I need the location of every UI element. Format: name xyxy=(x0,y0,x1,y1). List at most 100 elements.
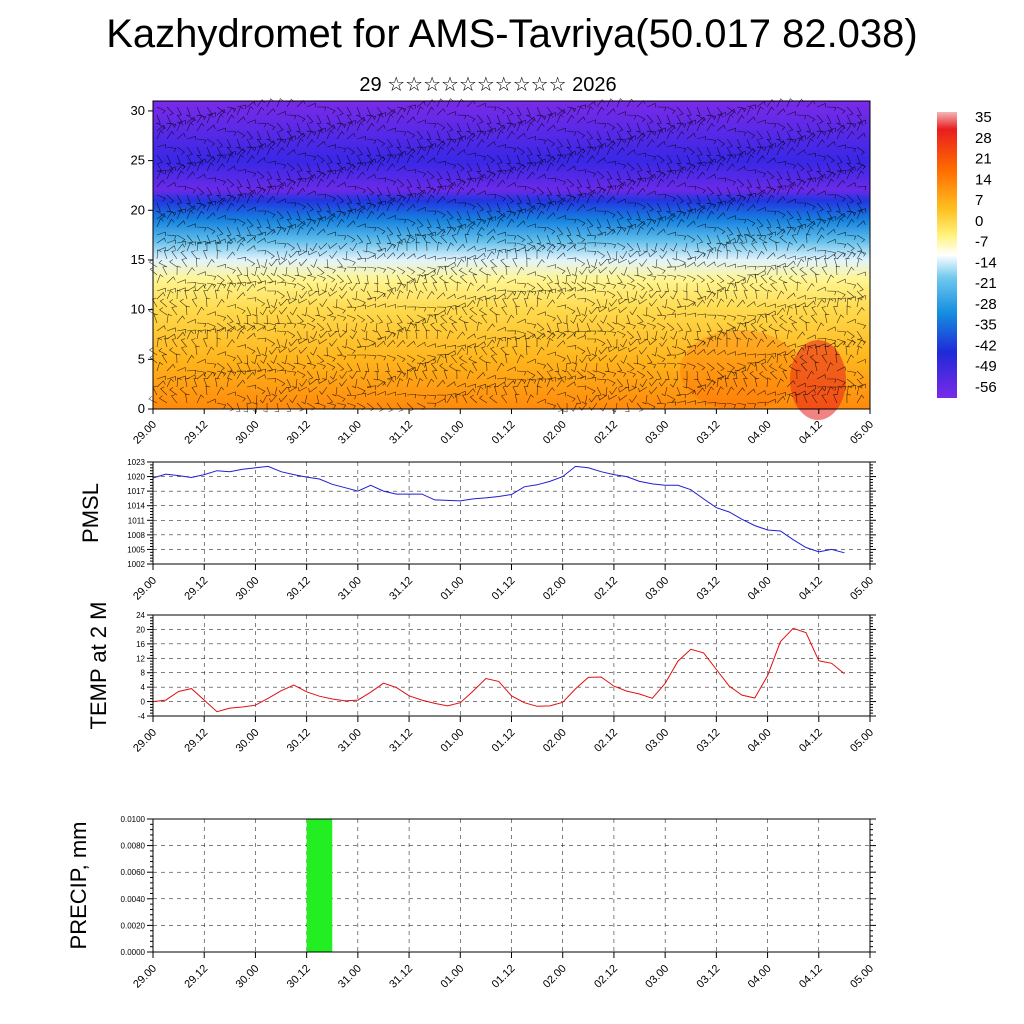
wind-barb xyxy=(256,346,261,356)
wind-barb xyxy=(275,314,280,325)
wind-barb xyxy=(416,218,424,228)
wind-barb xyxy=(636,362,646,370)
wind-barb xyxy=(169,299,178,308)
wind-barb xyxy=(306,130,317,136)
wind-barb xyxy=(746,193,757,198)
wind-barb xyxy=(856,234,866,243)
wind-barb xyxy=(156,213,166,220)
wind-barb xyxy=(406,104,417,109)
wind-barb xyxy=(386,252,396,260)
wind-barb xyxy=(526,333,536,340)
wind-barb xyxy=(236,194,244,204)
wind-barb xyxy=(626,223,636,229)
wind-barb xyxy=(206,114,214,124)
wind-barb xyxy=(786,255,796,260)
wind-barb xyxy=(259,306,268,316)
wind-barb xyxy=(636,152,647,158)
wind-barb xyxy=(856,146,865,155)
wind-barb xyxy=(526,370,536,379)
wind-barb xyxy=(796,114,807,120)
wind-barb xyxy=(236,242,244,252)
wind-barb xyxy=(796,179,805,188)
wind-barb xyxy=(396,402,403,412)
wind-barb xyxy=(426,314,434,324)
precip-bar xyxy=(306,819,333,952)
wind-barb xyxy=(776,265,781,276)
wind-barb xyxy=(351,322,358,333)
wind-barb xyxy=(186,162,195,172)
wind-barb xyxy=(181,258,188,268)
wind-barb xyxy=(456,186,465,196)
wind-barb xyxy=(746,178,753,188)
colorbar-label: 7 xyxy=(975,192,983,209)
wind-barb xyxy=(306,202,314,212)
wind-barb xyxy=(196,271,206,276)
wind-barb xyxy=(436,398,446,404)
wind-barb xyxy=(676,210,687,217)
wind-barb xyxy=(686,298,696,306)
wind-barb xyxy=(596,282,606,290)
wind-barb xyxy=(609,298,618,307)
wind-barb xyxy=(360,370,368,380)
x-tick-label: 01.12 xyxy=(490,727,518,755)
wind-barb xyxy=(466,333,476,340)
wind-barb xyxy=(436,185,447,190)
wind-barb xyxy=(786,226,797,232)
wind-barb xyxy=(676,312,687,318)
wind-barb xyxy=(166,162,174,172)
wind-barb xyxy=(726,197,736,204)
wind-barb xyxy=(496,338,504,348)
wind-barb xyxy=(786,147,795,156)
wind-barb xyxy=(196,394,205,404)
wind-barb xyxy=(376,200,387,206)
wind-barb xyxy=(236,146,246,155)
wind-barb xyxy=(406,194,414,204)
wind-barb xyxy=(456,347,465,356)
wind-barb xyxy=(506,162,514,172)
wind-barb xyxy=(556,266,566,275)
wind-barb xyxy=(385,274,390,285)
wind-barb xyxy=(766,146,774,156)
wind-barb xyxy=(266,210,276,218)
wind-barb xyxy=(326,179,336,188)
wind-barb xyxy=(148,347,158,356)
wind-barb xyxy=(526,271,536,276)
wind-barb xyxy=(556,354,566,362)
wind-barb xyxy=(646,154,657,161)
wind-barb xyxy=(216,178,227,186)
wind-barb xyxy=(648,338,658,346)
wind-barb xyxy=(546,243,556,252)
wind-barb xyxy=(236,394,246,402)
wind-barb xyxy=(816,337,827,343)
wind-barb xyxy=(556,370,563,380)
wind-barb xyxy=(286,226,294,236)
wind-barb xyxy=(856,295,866,300)
wind-barb xyxy=(186,329,197,334)
wind-barb xyxy=(756,250,765,260)
wind-barb xyxy=(626,226,634,236)
wind-barb xyxy=(676,194,684,204)
wind-barb xyxy=(336,194,345,204)
wind-barb xyxy=(256,322,266,330)
wind-barb xyxy=(421,234,428,244)
wind-barb xyxy=(556,127,566,133)
wind-barb xyxy=(159,298,168,308)
wind-barb xyxy=(464,233,470,244)
wind-barb xyxy=(486,202,492,212)
wind-barb xyxy=(456,344,467,349)
wind-barb xyxy=(416,378,424,388)
wind-barb xyxy=(626,122,632,132)
wind-barb xyxy=(286,330,296,339)
wind-barb xyxy=(670,242,678,252)
wind-barb xyxy=(676,400,687,405)
wind-barb xyxy=(180,338,188,348)
wind-barb xyxy=(694,242,699,253)
wind-barb xyxy=(171,306,178,316)
x-tick-label: 02.12 xyxy=(592,727,620,755)
wind-barb xyxy=(376,154,386,162)
y-tick-label: -4 xyxy=(138,712,146,721)
wind-barb xyxy=(776,146,784,156)
wind-barb xyxy=(766,157,776,164)
